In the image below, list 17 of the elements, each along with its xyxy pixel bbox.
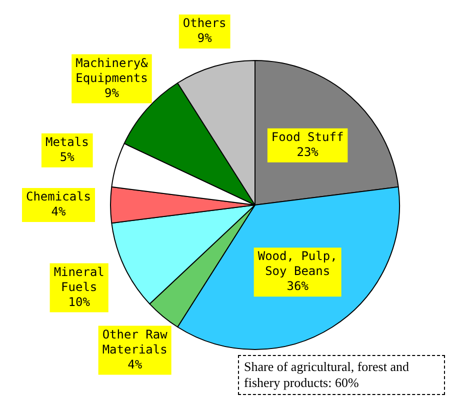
slice-label: Metals [45, 135, 89, 150]
data-label: 9% [104, 86, 120, 100]
slice-label: Food Stuff [271, 130, 344, 144]
slice-label: Mineral Fuels [54, 264, 104, 294]
data-label: 4% [51, 204, 66, 219]
data-label: 4% [128, 357, 143, 372]
data-label: 5% [60, 150, 76, 164]
slice-label: Chemicals [26, 190, 92, 204]
slice-label: Others [182, 16, 226, 30]
slice-label: Other Raw Materials [102, 327, 168, 356]
text: Share of agricultural, forest and fishery products: 60% [238, 355, 445, 395]
slice-label: Machinery& Equipments [76, 56, 149, 85]
data-label: 9% [197, 31, 213, 46]
data-label: 36% [286, 279, 310, 294]
data-label: 23% [296, 145, 320, 160]
data-label: 10% [68, 294, 91, 309]
slice-label: Wood, Pulp, Soy Beans [258, 249, 338, 278]
